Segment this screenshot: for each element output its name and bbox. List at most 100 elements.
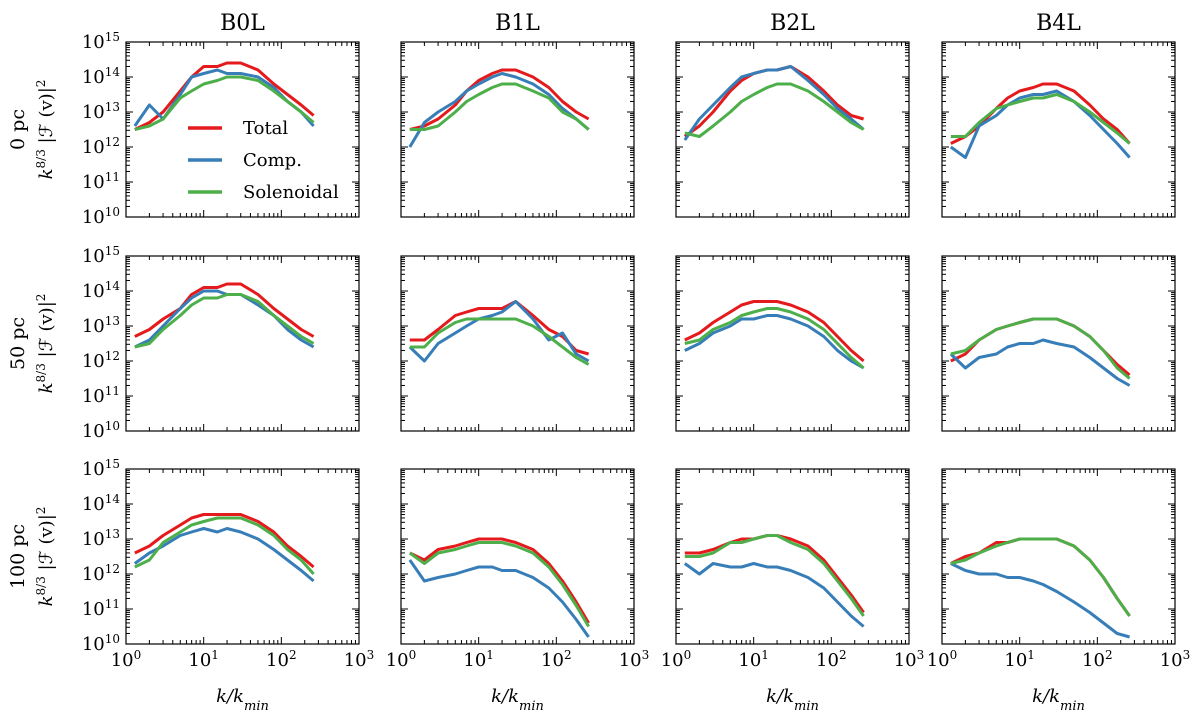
panel-b2l-50pc <box>675 255 910 432</box>
legend: Total Comp. Solenoidal <box>188 118 339 203</box>
plot-frame <box>125 41 360 218</box>
column-title-b0l: B0L <box>220 11 265 36</box>
y-tick-label: 1012 <box>82 349 120 372</box>
plot-frame <box>400 255 635 432</box>
y-axis-label-group: k8/3 |ℱ (v)|2 <box>34 294 57 394</box>
x-tick-label: 102 <box>266 648 297 671</box>
x-tick-label: 102 <box>541 648 572 671</box>
series-line-total <box>409 68 590 131</box>
series-line-solenoidal <box>684 534 865 617</box>
row-label: 100 pc <box>7 524 29 589</box>
legend-label-solenoidal: Solenoidal <box>243 182 339 203</box>
y-tick-label: 1011 <box>82 170 120 193</box>
y-tick-label: 1010 <box>82 205 120 228</box>
x-tick-label: 101 <box>463 648 494 671</box>
column-title-b1l: B1L <box>495 11 540 36</box>
column-title-b4l: B4L <box>1036 11 1081 36</box>
legend-label-comp: Comp. <box>243 150 302 171</box>
series-line-comp <box>683 562 865 628</box>
y-tick-label: 1014 <box>82 492 121 515</box>
plot-frame <box>125 255 360 432</box>
y-tick-label: 1012 <box>82 562 120 585</box>
y-tick-label: 1010 <box>82 419 120 442</box>
plot-frame <box>941 468 1176 645</box>
series-line-solenoidal <box>950 93 1131 145</box>
x-axis-label: k/kmin <box>216 686 269 714</box>
row-label-group: 0 pc <box>7 109 29 150</box>
series-line-comp <box>949 89 1131 159</box>
series-line-comp <box>408 72 590 148</box>
plot-frame <box>675 468 910 645</box>
series-line-solenoidal <box>950 317 1131 380</box>
series-line-solenoidal <box>684 307 865 370</box>
y-tick-label: 1015 <box>82 457 120 480</box>
y-tick-label: 1013 <box>82 100 120 123</box>
y-tick-label: 1014 <box>82 65 121 88</box>
series-line-comp <box>133 527 315 583</box>
x-tick-label: 103 <box>894 648 925 671</box>
plot-frame <box>675 255 910 432</box>
y-tick-label: 1011 <box>82 384 120 407</box>
plot-frame <box>400 41 635 218</box>
panel-b2l-0pc <box>675 41 910 218</box>
x-tick-label: 101 <box>738 648 769 671</box>
legend-label-total: Total <box>243 118 288 139</box>
series-line-solenoidal <box>134 293 315 349</box>
y-axis-label: k8/3 |ℱ (v)|2 <box>34 507 57 607</box>
series-line-solenoidal <box>409 317 590 366</box>
x-tick-label: 103 <box>1160 648 1191 671</box>
series-line-comp <box>134 289 315 349</box>
plot-frame <box>941 255 1176 432</box>
x-tick-label: 100 <box>111 648 142 671</box>
row-label-group: 50 pc <box>7 317 29 370</box>
series-line-total <box>409 537 590 624</box>
series-line-solenoidal <box>684 82 865 138</box>
panel-b4l-100pc: 100 101 102 103 <box>927 468 1191 671</box>
y-axis-label-group: k8/3 |ℱ (v)|2 <box>34 80 57 180</box>
y-tick-label: 1010 <box>82 632 120 655</box>
panel-b0l-0pc: 1010 1011 1012 1013 1014 1015 <box>82 30 360 228</box>
panel-b1l-50pc <box>400 255 635 432</box>
row-label: 0 pc <box>7 109 29 150</box>
y-axis-label: k8/3 |ℱ (v)|2 <box>34 294 57 394</box>
y-tick-label: 1013 <box>82 314 120 337</box>
plot-frame <box>400 468 635 645</box>
x-tick-label: 102 <box>816 648 847 671</box>
x-tick-label: 101 <box>1004 648 1035 671</box>
panel-b4l-50pc <box>941 255 1176 432</box>
series-line-total <box>134 61 315 131</box>
y-axis-label: k8/3 |ℱ (v)|2 <box>34 80 57 180</box>
panel-b1l-100pc: 100 101 102 103 <box>386 468 649 671</box>
y-tick-label: 1015 <box>82 30 120 53</box>
x-tick-label: 100 <box>927 648 958 671</box>
series-line-solenoidal <box>409 82 590 131</box>
x-tick-label: 103 <box>344 648 375 671</box>
series-line-solenoidal <box>134 75 315 131</box>
column-title-b2l: B2L <box>770 11 815 36</box>
x-tick-label: 100 <box>386 648 417 671</box>
x-tick-label: 102 <box>1082 648 1113 671</box>
x-tick-label: 100 <box>661 648 692 671</box>
series-line-comp <box>684 314 865 370</box>
series-line-total <box>134 282 315 338</box>
plot-frame <box>125 468 360 645</box>
series-line-solenoidal <box>134 516 315 575</box>
y-tick-label: 1015 <box>82 244 120 267</box>
panel-b4l-0pc <box>941 41 1176 218</box>
series-line-total <box>134 513 315 569</box>
x-axis-label: k/kmin <box>491 686 544 714</box>
series-line-comp <box>950 562 1131 639</box>
row-label-group: 100 pc <box>7 524 29 589</box>
x-axis-label: k/kmin <box>766 686 819 714</box>
plot-frame <box>675 41 910 218</box>
series-line-solenoidal <box>408 541 590 628</box>
y-tick-label: 1011 <box>82 597 120 620</box>
y-tick-label: 1014 <box>82 279 121 302</box>
panel-b0l-100pc: 1010 1011 1012 1013 1014 1015 100 101 102 103 <box>82 457 374 671</box>
row-label: 50 pc <box>7 317 29 370</box>
panel-b1l-0pc <box>400 41 635 218</box>
series-line-comp <box>683 65 865 141</box>
series-line-solenoidal <box>950 537 1131 617</box>
y-tick-label: 1012 <box>82 135 120 158</box>
